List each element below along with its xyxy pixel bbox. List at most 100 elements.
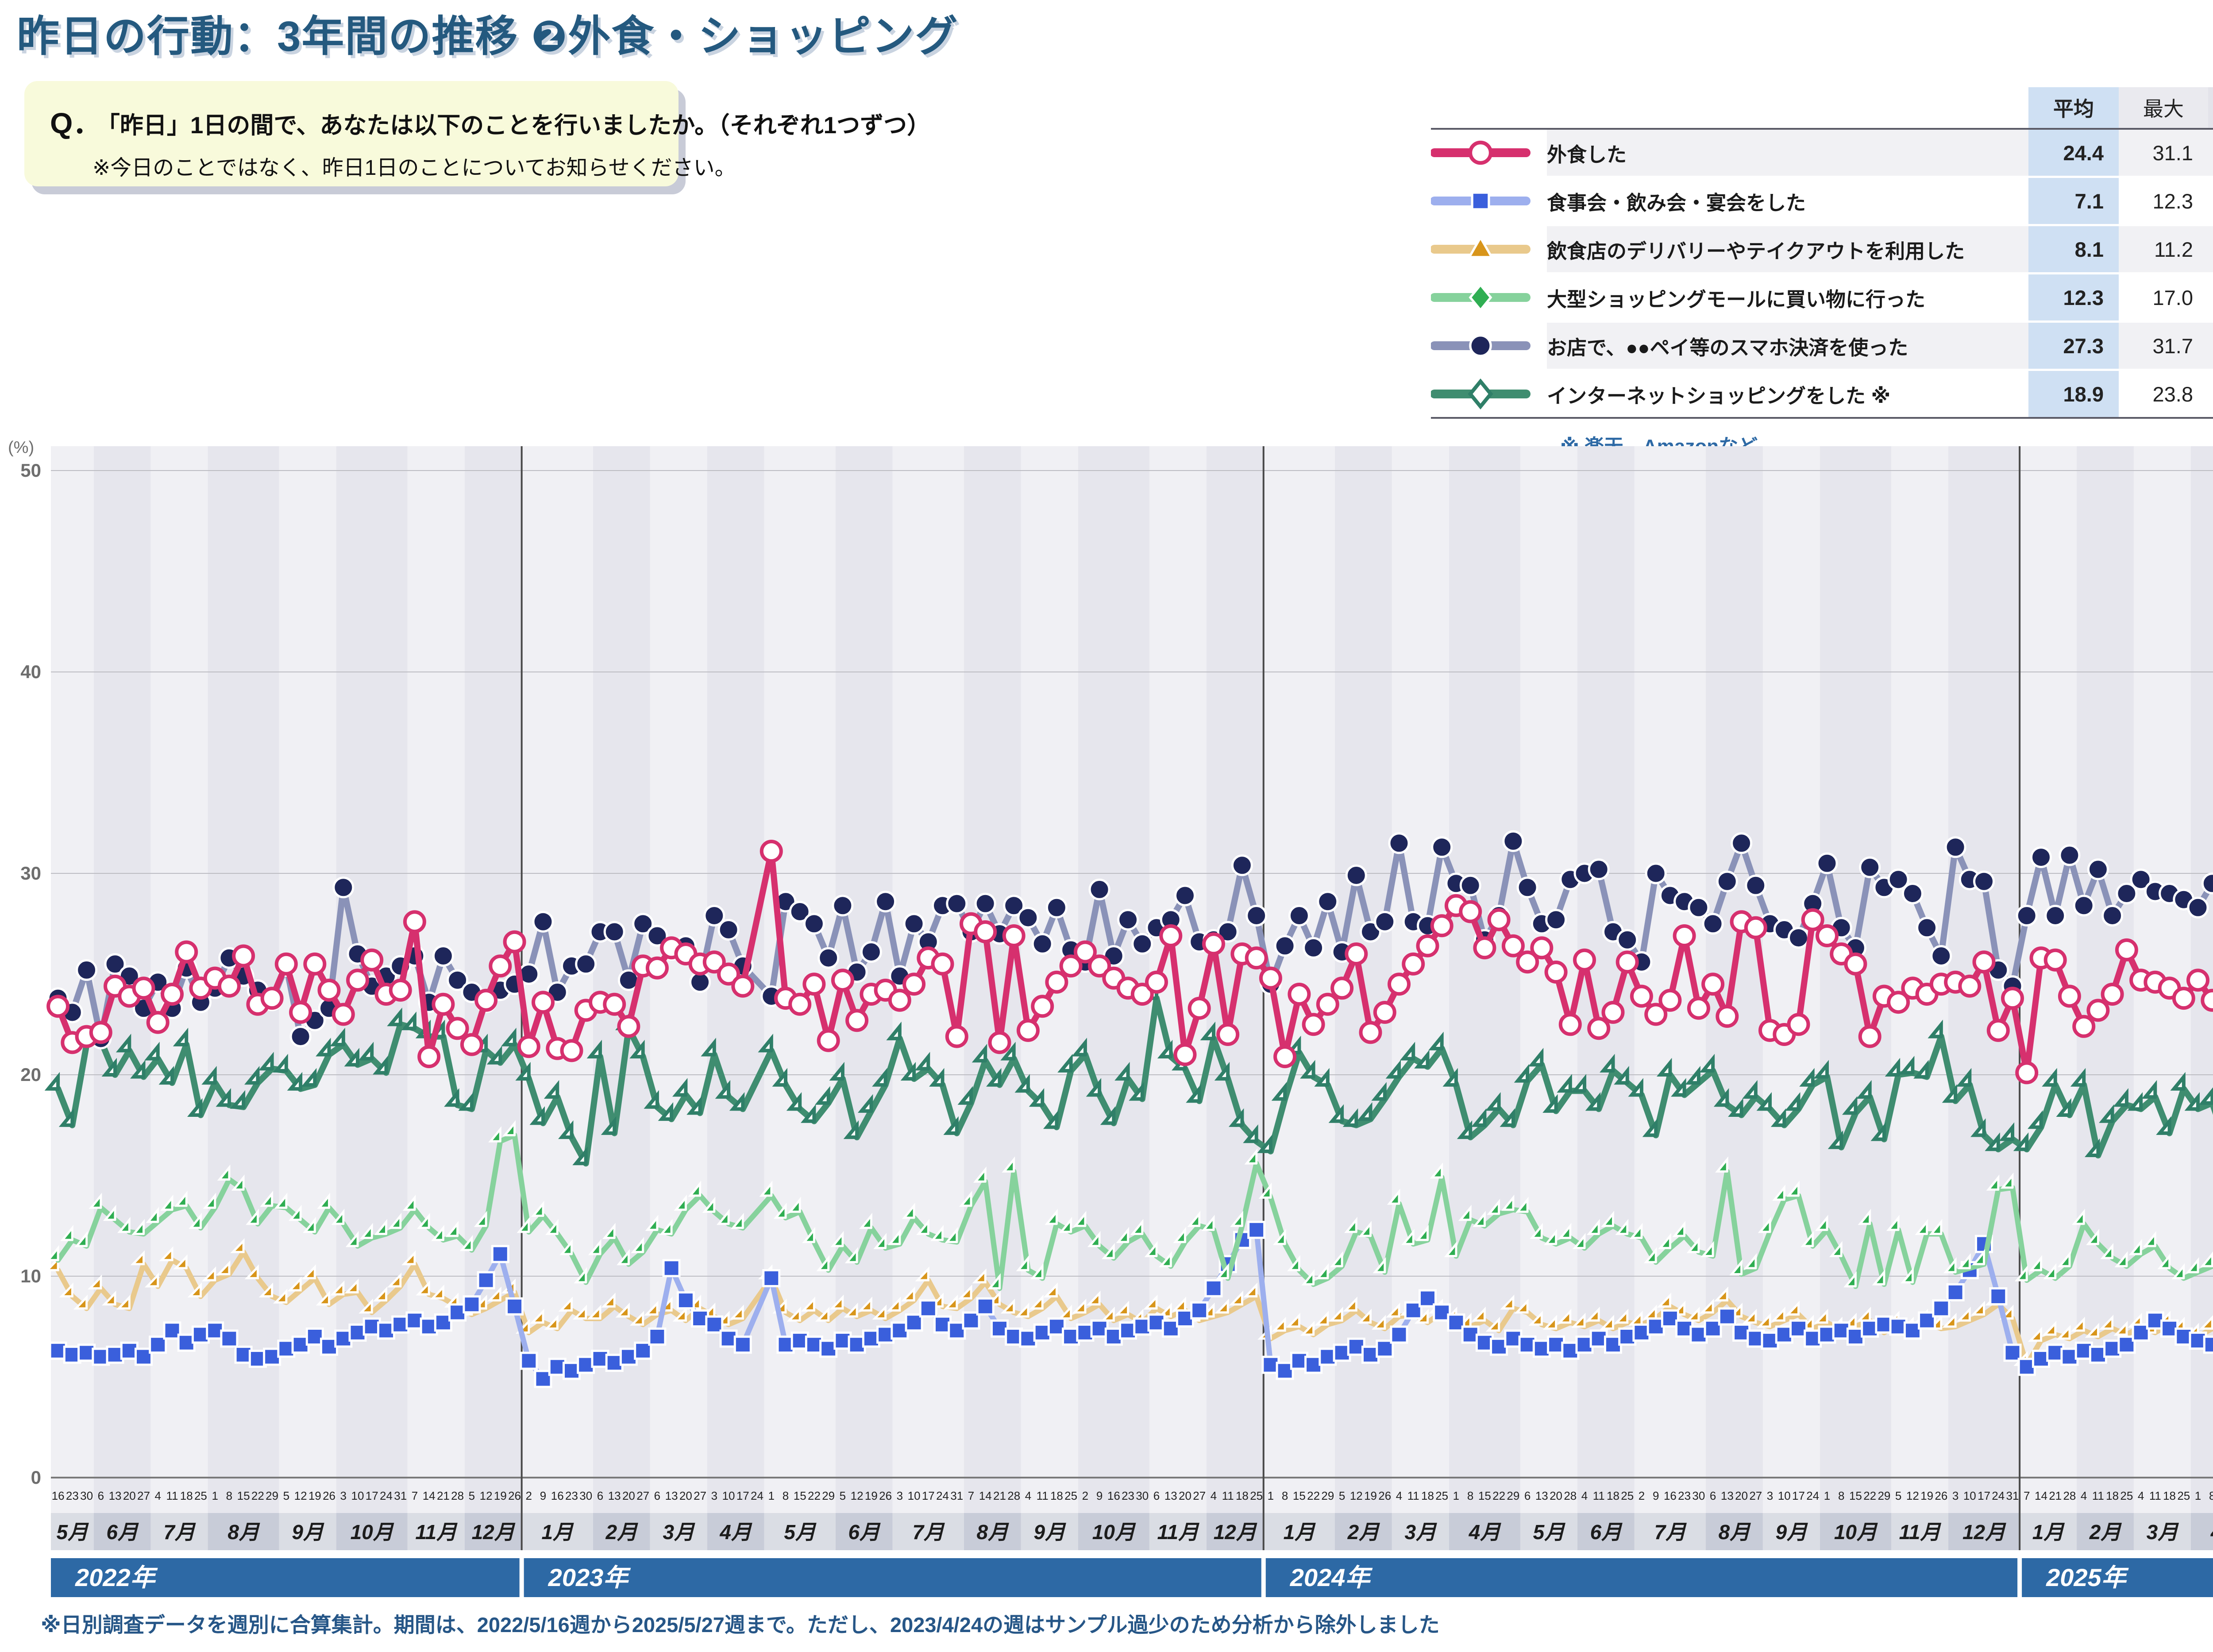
svg-text:15: 15 (1293, 1489, 1306, 1502)
svg-text:22: 22 (1492, 1489, 1505, 1502)
svg-text:24: 24 (936, 1489, 949, 1502)
legend-min-value: 21.8 (2208, 323, 2213, 369)
svg-text:12: 12 (1906, 1489, 1919, 1502)
svg-text:29: 29 (1321, 1489, 1334, 1502)
legend-swatch-shokujikai (1431, 191, 1531, 211)
svg-text:2022年: 2022年 (75, 1563, 158, 1591)
svg-text:18: 18 (1236, 1489, 1249, 1502)
legend-top-border (1431, 128, 2213, 130)
legend-row-gap (1431, 272, 2213, 274)
svg-text:28: 28 (451, 1489, 464, 1502)
svg-text:6: 6 (1710, 1489, 1716, 1502)
svg-text:25: 25 (1250, 1489, 1263, 1502)
legend-swatch-gaishoku (1431, 140, 1531, 165)
svg-text:16: 16 (1107, 1489, 1120, 1502)
svg-text:15: 15 (794, 1489, 806, 1502)
svg-text:3月: 3月 (1405, 1521, 1438, 1544)
svg-text:3: 3 (340, 1489, 347, 1502)
svg-text:18: 18 (180, 1489, 193, 1502)
legend-max-value: 17.0 (2119, 274, 2208, 320)
svg-text:3月: 3月 (663, 1521, 695, 1544)
legend-table: 平均 最大 最小 外食した 24.4 31.1 20.1 食事会・飲み会・宴会を… (1431, 87, 2213, 459)
svg-text:20: 20 (1550, 1489, 1562, 1502)
svg-text:4: 4 (1025, 1489, 1031, 1502)
legend-max-value: 31.1 (2119, 130, 2208, 176)
legend-header-spacer (1431, 87, 1547, 128)
legend-marker-icon (1431, 226, 1547, 272)
svg-text:13: 13 (665, 1489, 678, 1502)
question-q-label: Q． (50, 107, 102, 139)
svg-text:30: 30 (579, 1489, 592, 1502)
svg-text:31: 31 (394, 1489, 407, 1502)
legend-row-gap (1431, 176, 2213, 178)
svg-text:11: 11 (1222, 1489, 1234, 1502)
svg-text:16: 16 (551, 1489, 564, 1502)
svg-text:24: 24 (380, 1489, 393, 1502)
svg-text:6: 6 (597, 1489, 603, 1502)
svg-text:27: 27 (694, 1489, 706, 1502)
legend-avg-value: 24.4 (2028, 130, 2119, 176)
svg-text:19: 19 (308, 1489, 321, 1502)
svg-text:22: 22 (251, 1489, 264, 1502)
svg-text:23: 23 (1678, 1489, 1691, 1502)
svg-text:6: 6 (98, 1489, 104, 1502)
legend-max-value: 11.2 (2119, 226, 2208, 272)
svg-text:5: 5 (840, 1489, 846, 1502)
svg-text:7月: 7月 (1654, 1521, 1687, 1544)
svg-text:1: 1 (212, 1489, 218, 1502)
svg-text:4: 4 (1396, 1489, 1402, 1502)
svg-text:10: 10 (1778, 1489, 1791, 1502)
svg-text:6月: 6月 (106, 1521, 139, 1544)
legend-marker-icon (1431, 178, 1547, 224)
svg-text:9: 9 (540, 1489, 546, 1502)
svg-text:4月: 4月 (2210, 1521, 2213, 1544)
svg-text:1: 1 (2195, 1489, 2201, 1502)
svg-text:24: 24 (1806, 1489, 1819, 1502)
svg-text:8月: 8月 (1719, 1521, 1751, 1544)
svg-text:13: 13 (1535, 1489, 1548, 1502)
svg-text:7: 7 (968, 1489, 974, 1502)
svg-text:8: 8 (226, 1489, 232, 1502)
svg-text:2: 2 (1639, 1489, 1645, 1502)
svg-text:1: 1 (1453, 1489, 1459, 1502)
legend-row-gap (1431, 320, 2213, 323)
legend-min-value: 4.9 (2208, 178, 2213, 224)
legend-label: 外食した (1547, 130, 2028, 176)
series-gaishoku (46, 840, 2213, 1085)
svg-text:(%): (%) (8, 438, 34, 457)
svg-text:29: 29 (822, 1489, 835, 1502)
svg-text:17: 17 (366, 1489, 378, 1502)
legend-marker-icon (1431, 323, 1547, 369)
legend-swatch-netshop (1431, 378, 1531, 409)
svg-text:29: 29 (1507, 1489, 1519, 1502)
svg-text:27: 27 (1193, 1489, 1206, 1502)
footnote: ※日別調査データを週別に合算集計。期間は、2022/5/16週から2025/5/… (41, 1613, 1440, 1637)
legend-row-gap (1431, 369, 2213, 371)
svg-text:25: 25 (1435, 1489, 1448, 1502)
svg-text:28: 28 (2063, 1489, 2076, 1502)
svg-text:23: 23 (1122, 1489, 1134, 1502)
svg-text:15: 15 (1478, 1489, 1491, 1502)
svg-text:10月: 10月 (1834, 1521, 1878, 1544)
svg-text:10: 10 (20, 1266, 41, 1286)
svg-text:15: 15 (237, 1489, 250, 1502)
svg-text:8: 8 (2209, 1489, 2213, 1502)
legend-avg-value: 7.1 (2028, 178, 2119, 224)
svg-text:11月: 11月 (1157, 1521, 1200, 1544)
svg-text:10月: 10月 (1092, 1521, 1136, 1544)
question-line1: Q． 「昨日」1日の間で、あなたは以下のことを行いましたか。（それぞれ1つずつ） (50, 100, 930, 142)
svg-text:23: 23 (66, 1489, 79, 1502)
svg-text:25: 25 (1621, 1489, 1634, 1502)
svg-text:24: 24 (1992, 1489, 2005, 1502)
svg-text:2023年: 2023年 (548, 1563, 631, 1591)
svg-text:2月: 2月 (2089, 1521, 2122, 1544)
svg-text:13: 13 (1721, 1489, 1734, 1502)
svg-text:12: 12 (1350, 1489, 1363, 1502)
svg-text:27: 27 (636, 1489, 649, 1502)
svg-text:30: 30 (1136, 1489, 1149, 1502)
svg-text:12月: 12月 (1214, 1521, 1257, 1544)
svg-text:19: 19 (1364, 1489, 1377, 1502)
legend-bottom-border (1431, 417, 2213, 419)
legend-swatch-mall (1431, 283, 1531, 312)
